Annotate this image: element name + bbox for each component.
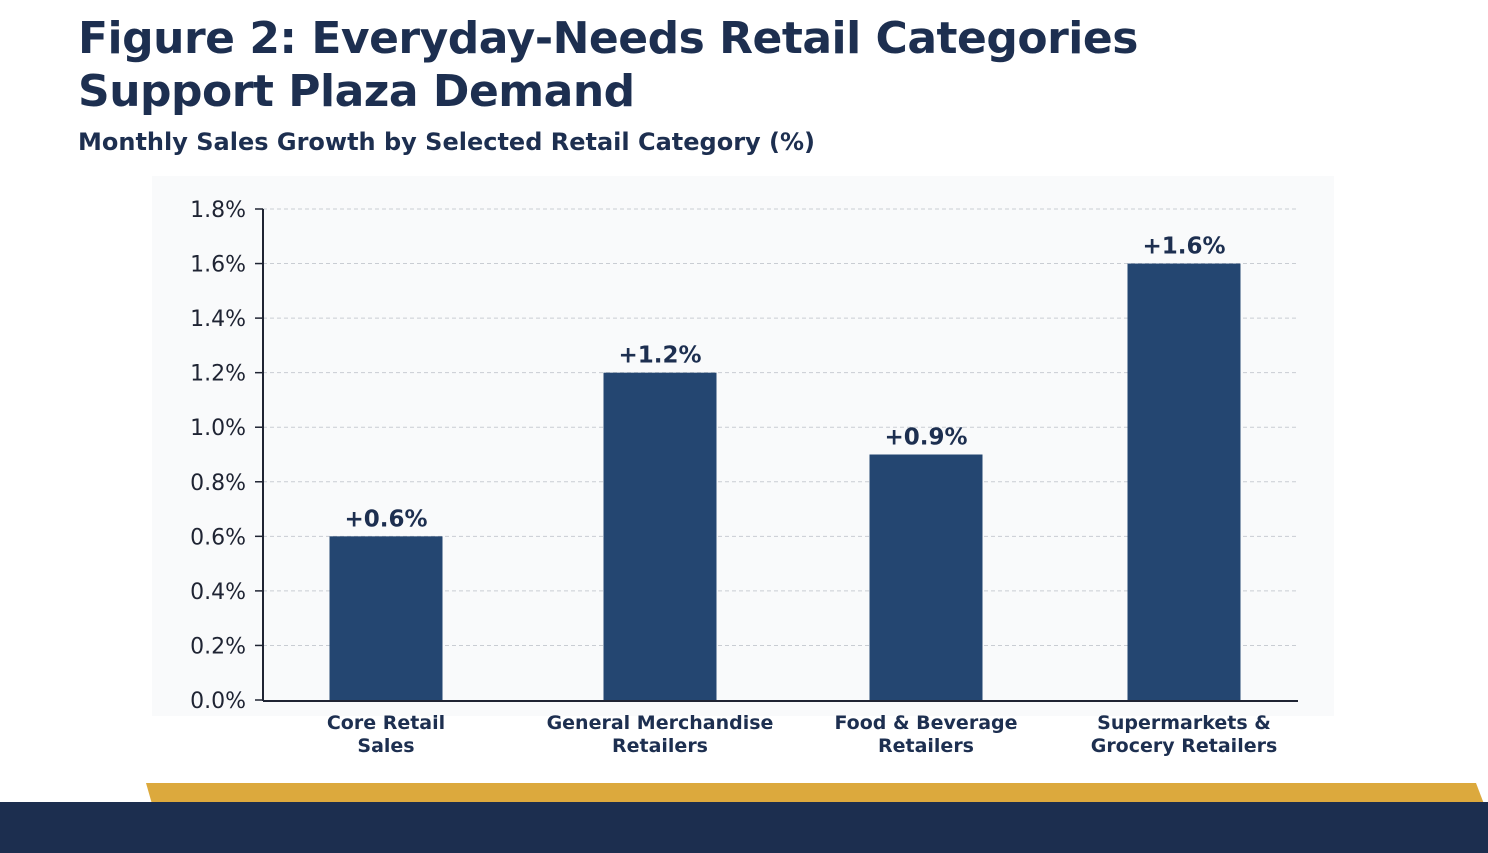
category-label: Food & Beverage [834, 712, 1017, 734]
y-axis-ticks: 0.0% 0.2% 0.4% 0.6% 0.8% 1.0% 1.2% 1.4% 1.6% 1.8% [190, 198, 263, 714]
figure-subtitle: Monthly Sales Growth by Selected Retail … [78, 128, 816, 156]
figure-title: Figure 2: Everyday-Needs Retail Categori… [78, 12, 1178, 118]
bar [603, 372, 717, 700]
bar-value-label: +1.6% [1142, 234, 1225, 260]
category-label: Supermarkets & [1097, 712, 1271, 734]
footer-navy-band [0, 802, 1488, 853]
axes [262, 209, 1298, 702]
y-tick-label: 1.8% [190, 198, 246, 223]
bar-value-label: +0.9% [884, 425, 967, 451]
bar-value-label: +0.6% [344, 506, 427, 532]
bar [869, 454, 983, 700]
category-label: Core Retail [327, 712, 445, 734]
figure-title-line1: Figure 2: Everyday-Needs Retail Categori… [78, 13, 1138, 64]
data-labels: +0.6% +1.2% +0.9% +1.6% [344, 234, 1225, 533]
bar [329, 536, 443, 700]
category-label: Grocery Retailers [1091, 735, 1278, 757]
bar [1127, 263, 1241, 700]
y-tick-label: 1.6% [190, 253, 246, 278]
y-tick-label: 1.0% [190, 416, 246, 441]
y-tick-label: 0.8% [190, 471, 246, 496]
y-tick-label: 0.4% [190, 580, 246, 605]
category-label: Retailers [878, 735, 974, 757]
category-label: General Merchandise [547, 712, 774, 734]
gridlines [263, 208, 1298, 646]
figure-title-line2: Support Plaza Demand [78, 66, 635, 117]
category-label: Retailers [612, 735, 708, 757]
category-label: Sales [357, 735, 414, 757]
y-tick-label: 0.6% [190, 525, 246, 550]
y-tick-label: 0.2% [190, 634, 246, 659]
y-tick-label: 0.0% [190, 689, 246, 714]
y-tick-label: 1.4% [190, 307, 246, 332]
footer-gold-stripe [146, 783, 1484, 804]
bar-value-label: +1.2% [618, 343, 701, 369]
y-tick-label: 1.2% [190, 362, 246, 387]
bars [329, 263, 1241, 700]
